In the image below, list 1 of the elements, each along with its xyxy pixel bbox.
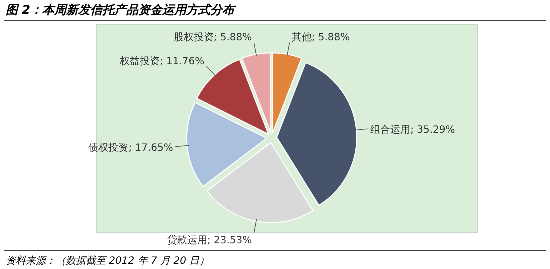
title: 图 2：本周新发信托产品资金运用方式分布: [6, 3, 235, 17]
